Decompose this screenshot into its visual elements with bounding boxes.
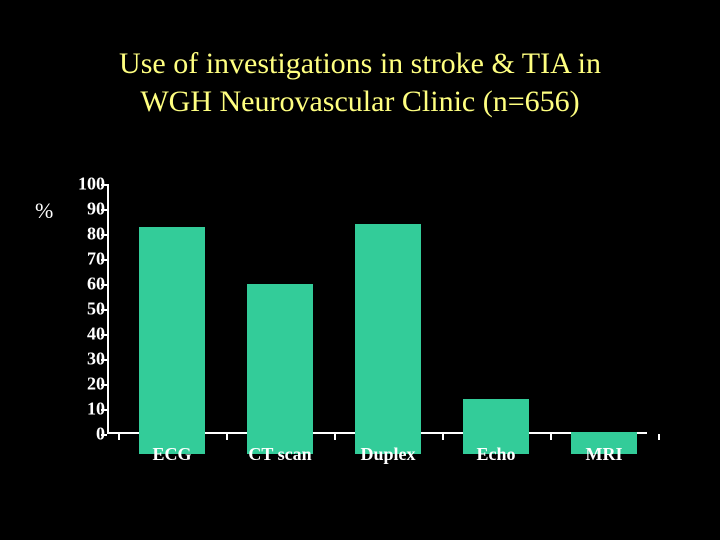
y-tick-mark (101, 409, 107, 411)
y-tick-label: 10 (45, 399, 105, 420)
y-tick-mark (101, 184, 107, 186)
y-tick-label: 30 (45, 349, 105, 370)
y-tick-label: 20 (45, 374, 105, 395)
y-tick-mark (101, 434, 107, 436)
x-tick-mark (334, 434, 336, 440)
x-tick-mark (442, 434, 444, 440)
x-tick-mark (658, 434, 660, 440)
y-tick-mark (101, 209, 107, 211)
y-tick-label: 60 (45, 274, 105, 295)
x-tick-mark (550, 434, 552, 440)
y-tick-label: 0 (45, 424, 105, 445)
x-tick-mark (226, 434, 228, 440)
bar (355, 224, 421, 454)
bar (247, 284, 313, 454)
x-tick-label: MRI (586, 444, 623, 465)
x-tick-mark (118, 434, 120, 440)
y-tick-label: 70 (45, 249, 105, 270)
y-tick-label: 50 (45, 299, 105, 320)
slide-title: Use of investigations in stroke & TIA in… (0, 45, 720, 120)
x-tick-label: CT scan (248, 444, 311, 465)
bar-chart: 0102030405060708090100ECGCT scanDuplexEc… (107, 184, 647, 456)
y-tick-mark (101, 284, 107, 286)
y-tick-label: 90 (45, 199, 105, 220)
slide: Use of investigations in stroke & TIA in… (0, 0, 720, 540)
x-tick-label: Duplex (360, 444, 415, 465)
y-tick-label: 80 (45, 224, 105, 245)
title-line-1: Use of investigations in stroke & TIA in (0, 45, 720, 83)
y-tick-mark (101, 359, 107, 361)
bar (139, 227, 205, 455)
y-tick-mark (101, 334, 107, 336)
x-tick-label: ECG (152, 444, 191, 465)
y-tick-label: 100 (45, 174, 105, 195)
y-tick-mark (101, 234, 107, 236)
y-tick-mark (101, 259, 107, 261)
y-tick-label: 40 (45, 324, 105, 345)
y-tick-mark (101, 309, 107, 311)
x-tick-label: Echo (476, 444, 515, 465)
title-line-2: WGH Neurovascular Clinic (n=656) (0, 83, 720, 121)
y-tick-mark (101, 384, 107, 386)
